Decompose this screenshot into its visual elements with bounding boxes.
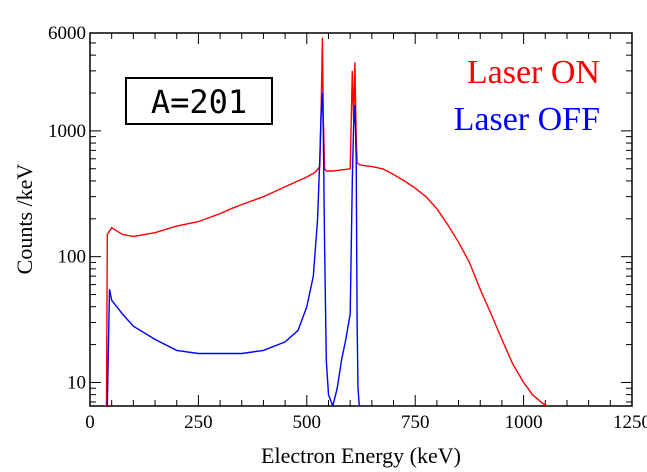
x-tick-label: 250 — [184, 412, 213, 433]
y-tick-label: 100 — [58, 247, 87, 268]
y-tick-label: 1000 — [48, 121, 86, 142]
x-tick-label: 1250 — [613, 412, 647, 433]
x-tick-label: 500 — [293, 412, 322, 433]
legend-entry-laser-off: Laser OFF — [454, 101, 600, 138]
y-tick-label: 6000 — [48, 23, 86, 44]
x-tick-label: 0 — [85, 412, 95, 433]
y-axis-title: Counts /keV — [12, 164, 37, 275]
x-tick-label: 1000 — [505, 412, 543, 433]
series-lines — [103, 37, 550, 406]
y-tick-label: 10 — [67, 372, 86, 393]
tick-labels: 0 250 500 750 1000 1250 10 100 1000 6000 — [48, 23, 647, 433]
annotation-label: A=201 — [151, 83, 247, 121]
legend-entry-laser-on: Laser ON — [467, 54, 600, 91]
series-line-0 — [103, 37, 550, 406]
x-axis-title: Electron Energy (keV) — [261, 443, 461, 468]
series-line-1 — [106, 92, 364, 406]
tick-marks — [89, 32, 633, 406]
annotation-box — [125, 77, 273, 125]
x-tick-label: 750 — [401, 412, 430, 433]
